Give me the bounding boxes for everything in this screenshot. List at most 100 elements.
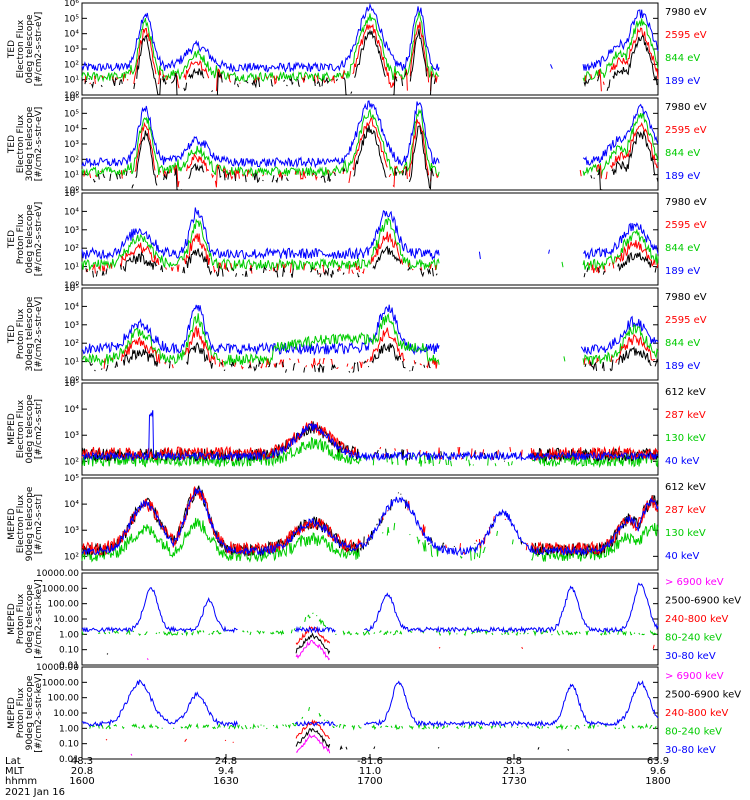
x-tick-mlt: 11.0 bbox=[359, 766, 381, 777]
y-tick-label: 10¹ bbox=[64, 76, 79, 86]
legend-entry: 189 eV bbox=[665, 171, 700, 182]
legend-entry: 189 eV bbox=[665, 361, 700, 372]
y-axis-label: 30deg telescope bbox=[25, 296, 35, 371]
y-tick-label: 1000.00 bbox=[42, 584, 79, 594]
legend-entry: 612 keV bbox=[665, 387, 706, 398]
y-axis-label: MEPED bbox=[7, 603, 17, 635]
x-tick-lat: -81.6 bbox=[357, 756, 383, 767]
y-tick-label: 10.00 bbox=[53, 709, 79, 719]
y-axis-label: Proton Flux bbox=[16, 213, 26, 264]
panel-ted-electron-30deg: 10⁰ 10¹ 10² 10³ 10⁴ 10⁵ 10⁶ TED Electron Flux 30d… bbox=[7, 94, 707, 196]
x-tick-mlt: 9.6 bbox=[650, 766, 666, 777]
y-axis-label: TED bbox=[7, 325, 17, 344]
y-tick-label: 10⁴ bbox=[64, 30, 79, 40]
y-axis-label: [#/cm2-s-str-eV] bbox=[34, 202, 44, 277]
flux-trace-blue bbox=[81, 207, 659, 261]
legend-entry: 130 keV bbox=[665, 528, 706, 539]
flux-trace-blue bbox=[81, 582, 659, 634]
flux-trace-red bbox=[81, 486, 659, 556]
panel-meped-proton-0deg: 0.01 0.10 1.00 10.00 100.00 1000.00 10000.00 ME… bbox=[7, 569, 741, 671]
x-tick-hhmm: 1800 bbox=[645, 776, 670, 787]
legend-entry: 130 keV bbox=[665, 433, 706, 444]
flux-trace-blue bbox=[81, 2, 659, 74]
x-tick-hhmm: 1700 bbox=[357, 776, 382, 787]
y-axis-label: 90deg telescope bbox=[25, 486, 35, 561]
flux-trace-blue bbox=[81, 304, 659, 356]
flux-trace-black bbox=[89, 341, 659, 373]
y-tick-label: 10¹ bbox=[64, 171, 79, 181]
y-tick-label: 10³ bbox=[64, 45, 79, 55]
x-tick-lat: 48.3 bbox=[71, 756, 93, 767]
y-axis-label: Proton Flux bbox=[16, 593, 26, 644]
flux-trace-blue bbox=[81, 100, 659, 169]
panel-ted-electron-0deg: 10⁰ 10¹ 10² 10³ 10⁴ 10⁵ 10⁶ TED Electron Flux 0de… bbox=[7, 0, 707, 101]
legend-entry: 7980 eV bbox=[665, 7, 707, 18]
y-axis-label: 90deg telescope bbox=[25, 675, 35, 750]
panel-meped-proton-90deg: 0.01 0.10 1.00 10.00 100.00 1000.00 10000.00 ME… bbox=[7, 663, 741, 765]
x-row-label-lat: Lat bbox=[5, 756, 21, 767]
y-tick-label: 10² bbox=[64, 457, 79, 467]
panel-frame bbox=[81, 477, 659, 571]
legend-entry: 2595 eV bbox=[665, 125, 707, 136]
legend-entry: 240-800 keV bbox=[665, 708, 729, 719]
y-tick-label: 10³ bbox=[64, 321, 79, 331]
legend-entry: 2595 eV bbox=[665, 30, 707, 41]
panel-meped-electron-90deg: 10² 10³ 10⁴ 10⁵ MEPED Electron Flux 90deg tele… bbox=[7, 474, 706, 571]
legend-entry: 844 eV bbox=[665, 338, 700, 349]
y-tick-label: 10⁰ bbox=[64, 281, 79, 291]
y-tick-label: 10⁵ bbox=[64, 379, 79, 389]
y-tick-label: 10⁶ bbox=[64, 94, 79, 104]
y-tick-label: 10² bbox=[64, 244, 79, 254]
panel-frame bbox=[81, 666, 659, 760]
y-tick-label: 0.01 bbox=[59, 661, 79, 671]
y-tick-label: 10⁵ bbox=[64, 14, 79, 24]
y-axis-label: 0deg telescope bbox=[25, 584, 35, 654]
legend-entry: 30-80 keV bbox=[665, 651, 716, 662]
y-tick-label: 10000.00 bbox=[36, 663, 79, 673]
y-tick-label: 1000.00 bbox=[42, 678, 79, 688]
legend-entry: 287 keV bbox=[665, 410, 706, 421]
y-axis-label: Electron Flux bbox=[16, 399, 26, 458]
y-tick-label: 10⁰ bbox=[64, 91, 79, 101]
y-tick-label: 10³ bbox=[64, 140, 79, 150]
x-tick-lat: 24.8 bbox=[215, 756, 237, 767]
y-axis-label: 0deg telescope bbox=[25, 204, 35, 274]
y-tick-label: 10¹ bbox=[64, 263, 79, 273]
panel-frame bbox=[81, 382, 659, 476]
y-tick-label: 100.00 bbox=[48, 600, 80, 610]
y-tick-label: 10⁴ bbox=[64, 302, 79, 312]
x-tick-hhmm: 1630 bbox=[213, 776, 238, 787]
panel-ted-proton-30deg: 10⁰ 10¹ 10² 10³ 10⁴ 10⁵ TED Proton Flux 30deg te… bbox=[7, 284, 707, 386]
y-axis-label: Electron Flux bbox=[16, 114, 26, 173]
y-axis-label: [#/cm2-s-str-keV] bbox=[34, 673, 44, 752]
flux-trace-green bbox=[81, 12, 659, 83]
y-tick-label: 10³ bbox=[64, 431, 79, 441]
flux-trace-red bbox=[106, 721, 658, 743]
panel-ted-proton-0deg: 10⁰ 10¹ 10² 10³ 10⁴ 10⁵ TED Proton Flux 0deg tel… bbox=[7, 189, 707, 291]
flux-trace-magenta bbox=[147, 640, 640, 662]
legend-entry: 40 keV bbox=[665, 456, 699, 467]
legend-entry: 7980 eV bbox=[665, 292, 707, 303]
y-axis-label: [#/cm2-s-str-eV] bbox=[34, 107, 44, 182]
y-tick-label: 10⁰ bbox=[64, 376, 79, 386]
legend-entry: > 6900 keV bbox=[665, 671, 724, 682]
x-tick-mlt: 20.8 bbox=[71, 766, 93, 777]
y-axis-label: 0deg telescope bbox=[25, 14, 35, 84]
date-label: 2021 Jan 16 bbox=[5, 787, 65, 798]
y-tick-label: 10⁴ bbox=[64, 500, 79, 510]
legend-entry: 287 keV bbox=[665, 505, 706, 516]
y-axis-label: MEPED bbox=[7, 697, 17, 729]
y-tick-label: 10⁴ bbox=[64, 207, 79, 217]
y-tick-label: 10⁰ bbox=[64, 186, 79, 196]
y-tick-label: 10² bbox=[64, 339, 79, 349]
x-tick-mlt: 21.3 bbox=[503, 766, 525, 777]
panel-meped-electron-0deg: 10² 10³ 10⁴ 10⁵ MEPED Electron Flux 0deg teles… bbox=[7, 379, 706, 476]
flux-trace-black bbox=[86, 247, 658, 278]
y-axis-label: TED bbox=[7, 40, 17, 59]
legend-entry: 189 eV bbox=[665, 76, 700, 87]
y-axis-label: Proton Flux bbox=[16, 687, 26, 738]
legend-entry: 40 keV bbox=[665, 551, 699, 562]
flux-trace-black bbox=[93, 125, 659, 191]
